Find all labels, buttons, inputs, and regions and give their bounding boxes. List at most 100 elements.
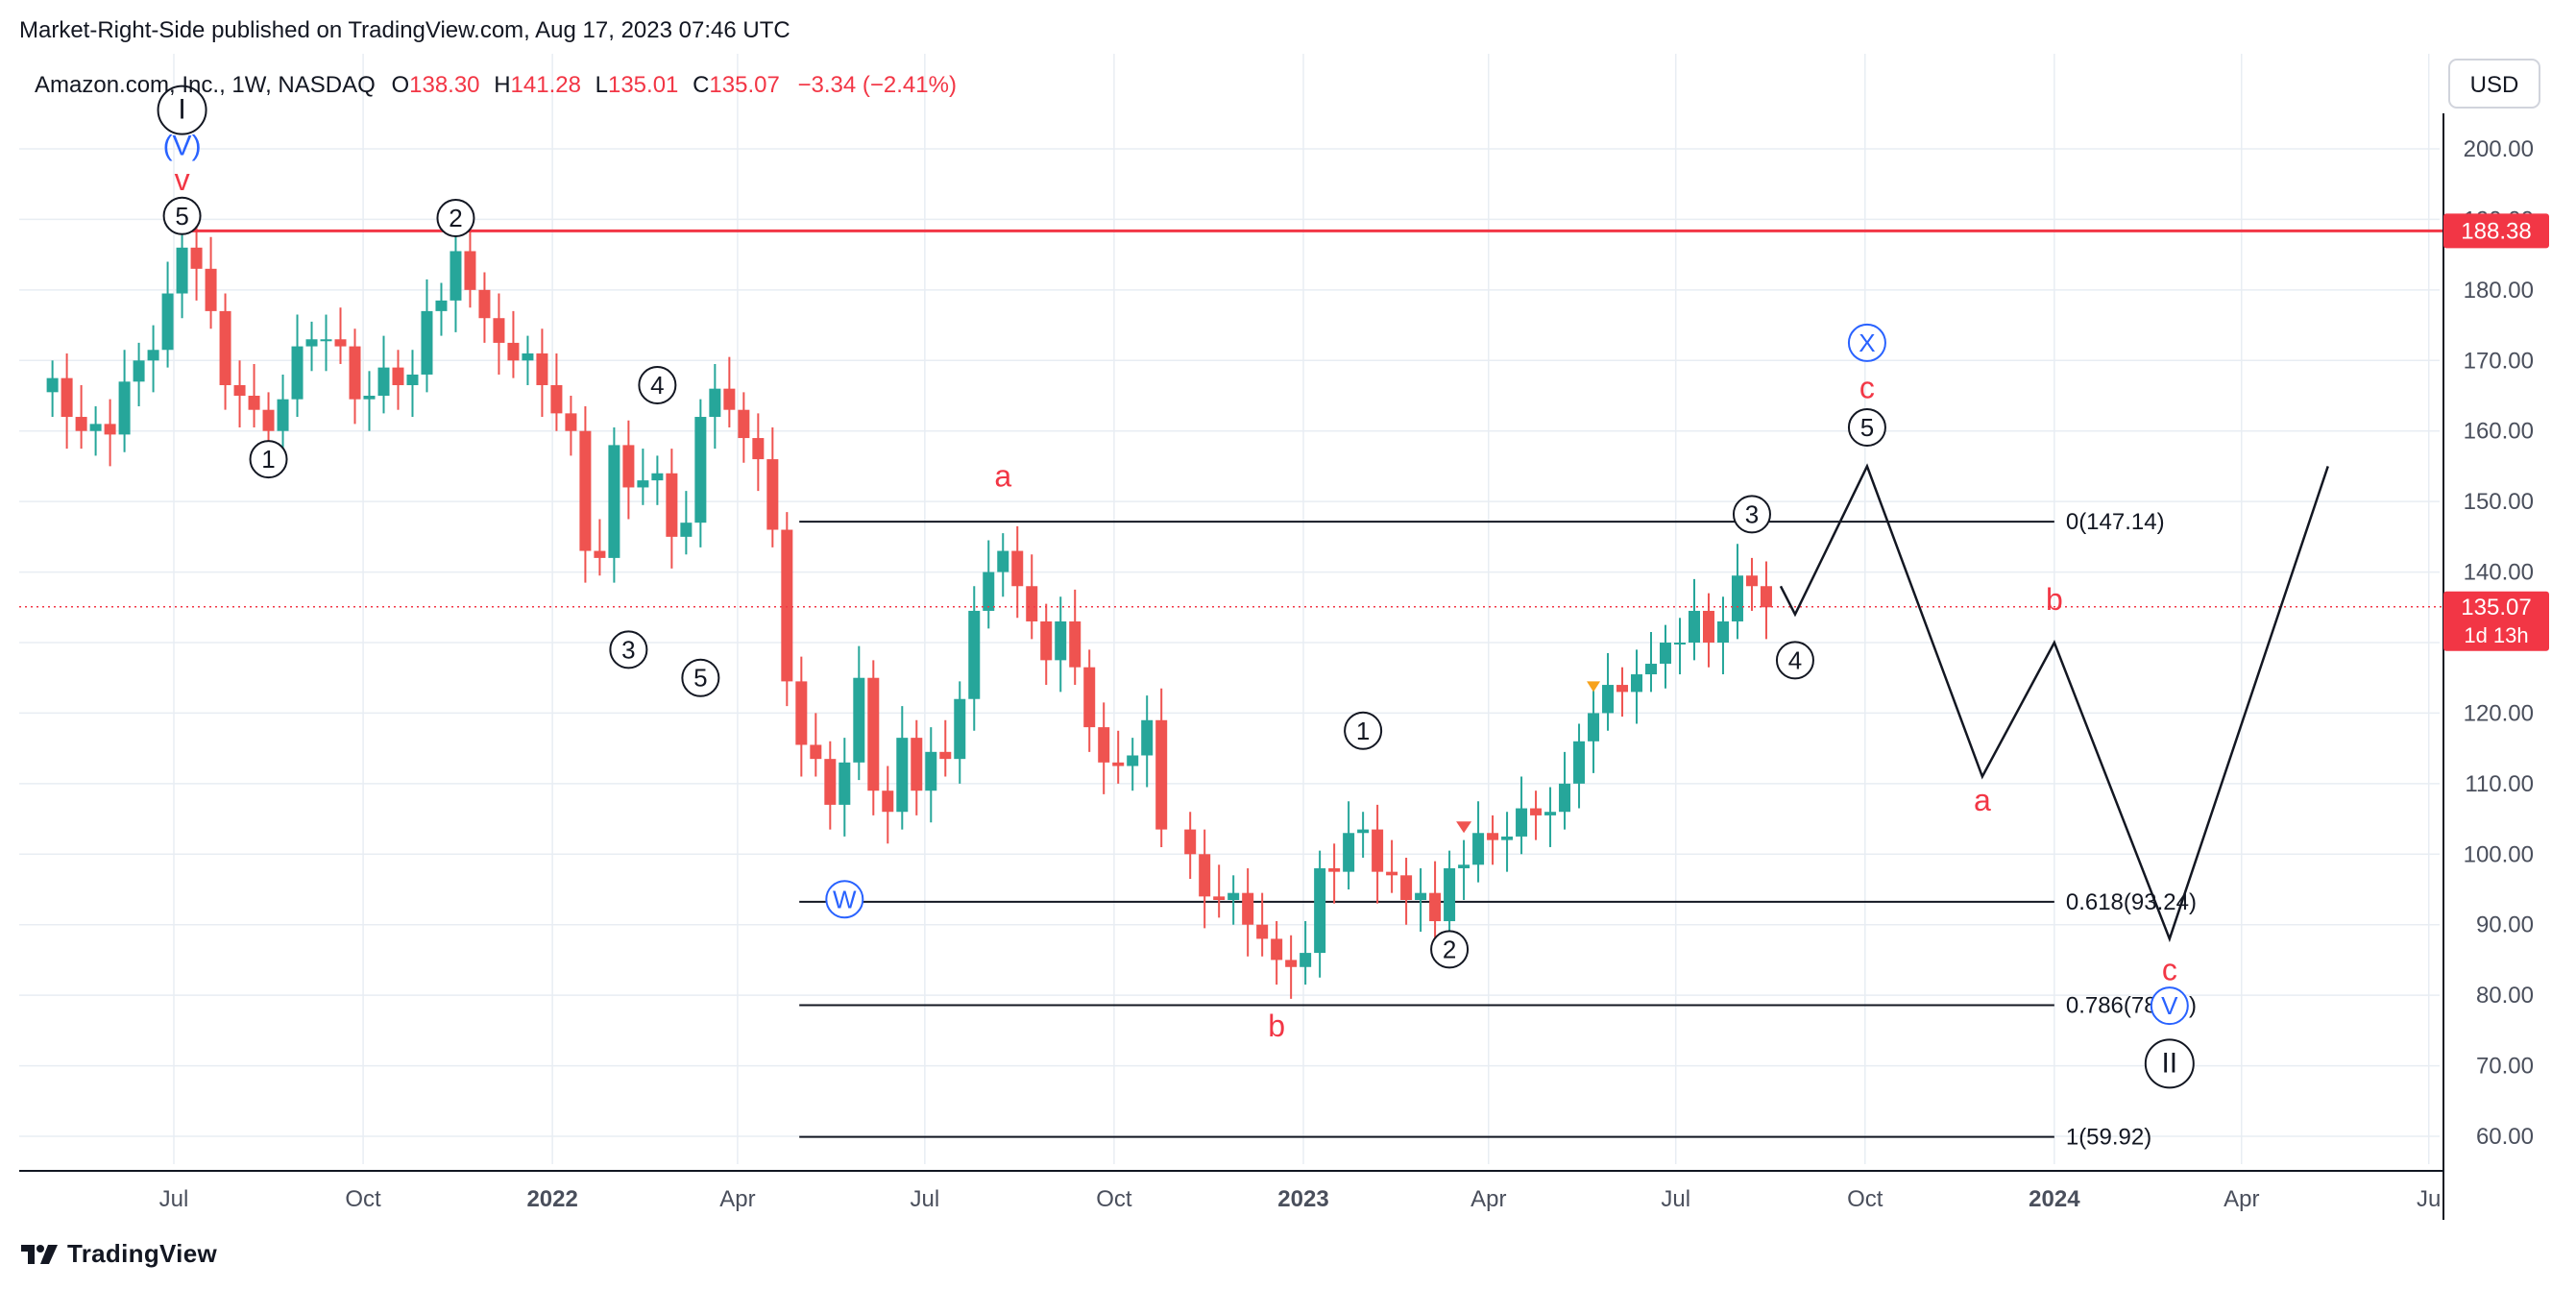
candle-body xyxy=(694,417,707,523)
candlesticks xyxy=(46,219,1772,999)
candle-body xyxy=(1285,960,1298,967)
candle-body xyxy=(450,251,462,301)
open-label: O xyxy=(391,72,409,98)
overlays xyxy=(19,229,2443,943)
candle-body xyxy=(1083,667,1096,728)
candle-body xyxy=(622,445,635,488)
x-tick-label: Oct xyxy=(1847,1186,1883,1212)
candle-body xyxy=(75,417,87,431)
candle-body xyxy=(1660,643,1672,665)
fib-level-label: 0(147.14) xyxy=(2066,509,2165,535)
wave-label: 1 xyxy=(261,445,275,474)
resistance-tag-value: 188.38 xyxy=(2461,218,2531,244)
candle-body xyxy=(637,480,649,488)
candle-body xyxy=(1213,896,1226,901)
candle-body xyxy=(406,374,419,385)
high-value: 141.28 xyxy=(511,72,581,98)
wave-label-circle xyxy=(1732,495,1771,534)
candle-body xyxy=(1271,938,1283,961)
candle-body xyxy=(522,353,534,361)
candle-body xyxy=(291,346,304,400)
candle-body xyxy=(1098,727,1110,763)
x-tick-label: 2024 xyxy=(2029,1186,2080,1212)
candle-body xyxy=(1242,892,1254,925)
candle-body xyxy=(349,346,361,400)
candle-body xyxy=(118,381,131,435)
wave-label: b xyxy=(2046,582,2063,617)
candle-body xyxy=(1631,674,1643,693)
candle-body xyxy=(1516,808,1528,837)
candle-body xyxy=(493,318,505,343)
resistance-price-tag: 188.38 xyxy=(2443,213,2549,249)
candle-body xyxy=(565,413,577,431)
y-tick-label: 150.00 xyxy=(2464,489,2534,515)
candle-body xyxy=(1745,575,1758,587)
candle-body xyxy=(925,751,937,791)
wave-label: 4 xyxy=(1788,645,1802,674)
candle-body xyxy=(608,445,620,558)
candle-body xyxy=(262,409,275,431)
x-tick-label: Ju xyxy=(2417,1186,2441,1212)
wave-label-circle xyxy=(2144,1038,2195,1089)
wave-label: c xyxy=(1859,371,1875,405)
candle-body xyxy=(1400,875,1413,901)
candle-body xyxy=(1314,867,1326,954)
candle-body xyxy=(1141,719,1154,756)
candle-body xyxy=(1155,719,1168,830)
candle-body xyxy=(666,473,678,537)
candle-body xyxy=(277,399,289,431)
x-tick-label: Apr xyxy=(1470,1186,1506,1212)
candle-body xyxy=(536,353,548,385)
candle-body xyxy=(738,409,750,439)
candle-body xyxy=(46,377,59,393)
candle-body xyxy=(1602,685,1615,714)
x-tick-label: Jul xyxy=(1661,1186,1690,1212)
footer-branding: TradingView xyxy=(19,1239,217,1269)
wave-label: b xyxy=(1268,1009,1285,1043)
candle-body xyxy=(147,350,159,361)
wave-label-circle xyxy=(162,196,202,235)
candle-body xyxy=(1588,713,1600,742)
candle-body xyxy=(1011,550,1024,587)
candle-body xyxy=(1702,610,1714,643)
candle-body xyxy=(594,550,606,558)
wave-label-circle xyxy=(638,365,677,404)
wave-label: c xyxy=(2162,952,2177,986)
candle-body xyxy=(1372,829,1384,872)
wave-label-circle xyxy=(157,85,207,135)
candle-body xyxy=(579,430,592,551)
y-tick-label: 160.00 xyxy=(2464,419,2534,445)
x-tick-label: Apr xyxy=(2224,1186,2259,1212)
candle-body xyxy=(1716,620,1729,643)
currency-label: USD xyxy=(2470,72,2519,98)
candle-body xyxy=(133,360,145,382)
wave-label: 2 xyxy=(1443,935,1456,963)
y-tick-label: 200.00 xyxy=(2464,136,2534,162)
candle-body xyxy=(680,523,693,537)
candle-body xyxy=(507,342,520,361)
candle-body xyxy=(464,251,476,290)
candle-body xyxy=(1731,575,1743,621)
symbol-name: Amazon.com, Inc., 1W, NASDAQ xyxy=(35,72,376,98)
wave-label-circle xyxy=(1847,323,1886,362)
y-tick-label: 170.00 xyxy=(2464,348,2534,374)
last-price-tag: 135.07 1d 13h xyxy=(2443,591,2549,651)
currency-button-frame xyxy=(2448,59,2540,109)
resistance-tag-bg xyxy=(2443,213,2549,249)
candle-body xyxy=(190,247,203,269)
candle-body xyxy=(1112,762,1125,766)
wave-label: 5 xyxy=(693,664,707,693)
candle-body xyxy=(161,293,174,351)
fib-level-label: 0.618(93.24) xyxy=(2066,889,2197,915)
candle-body xyxy=(1026,586,1038,621)
candle-body xyxy=(651,473,664,481)
y-tick-label: 80.00 xyxy=(2476,983,2534,1009)
currency-button[interactable]: USD xyxy=(2448,59,2540,109)
fibonacci-levels: 0(147.14)0.618(93.24)0.786(78.59)1(59.92… xyxy=(799,509,2197,1151)
projection-path xyxy=(1779,463,2329,943)
candle-body xyxy=(1343,833,1355,872)
last-price-tag-bg xyxy=(2443,591,2549,651)
wave-label: 3 xyxy=(1745,499,1759,528)
x-tick-label: 2022 xyxy=(526,1186,577,1212)
